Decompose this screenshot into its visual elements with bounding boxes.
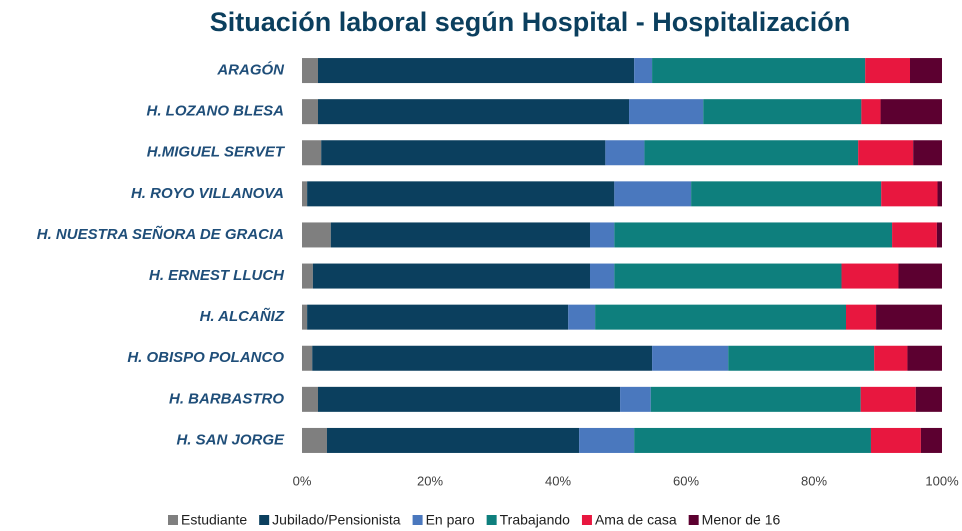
bar-segment bbox=[881, 181, 938, 207]
category-label: H. OBISPO POLANCO bbox=[127, 349, 284, 366]
bar-segment bbox=[920, 427, 942, 453]
bar-segment bbox=[703, 99, 862, 125]
bar-segment bbox=[652, 58, 866, 84]
bar-segment bbox=[898, 263, 942, 289]
legend-label: Trabajando bbox=[500, 512, 571, 528]
legend-swatch bbox=[688, 515, 699, 525]
category-label: H. BARBASTRO bbox=[169, 390, 284, 407]
bar-segment bbox=[302, 99, 318, 125]
bar-segment bbox=[614, 263, 842, 289]
bar-segment bbox=[870, 427, 921, 453]
category-label: H. ERNEST LLUCH bbox=[149, 267, 285, 284]
x-tick-label: 40% bbox=[545, 473, 571, 488]
chart-title: Situación laboral según Hospital - Hospi… bbox=[210, 7, 851, 37]
bar-segment bbox=[302, 140, 322, 166]
bar-segment bbox=[629, 99, 704, 125]
bar-segment bbox=[937, 181, 942, 207]
bar-segment bbox=[302, 263, 313, 289]
bar-segment bbox=[913, 140, 942, 166]
bar-segment bbox=[880, 99, 942, 125]
category-label: H.MIGUEL SERVET bbox=[147, 144, 286, 161]
x-tick-label: 100% bbox=[925, 473, 959, 488]
x-tick-label: 0% bbox=[293, 473, 312, 488]
x-tick-label: 80% bbox=[801, 473, 827, 488]
bar-segment bbox=[936, 222, 942, 248]
bar-segment bbox=[590, 222, 615, 248]
bar-segment bbox=[330, 222, 590, 248]
bar-segment bbox=[302, 345, 313, 371]
bar-segment bbox=[312, 263, 590, 289]
bar-segment bbox=[302, 386, 318, 412]
bar-segment bbox=[644, 140, 859, 166]
bar-segment bbox=[860, 386, 916, 412]
bar-segment bbox=[590, 263, 615, 289]
bar-segment bbox=[858, 140, 914, 166]
category-label: H. SAN JORGE bbox=[176, 431, 285, 448]
bar-segment bbox=[307, 181, 615, 207]
legend-label: Estudiante bbox=[181, 512, 247, 528]
bar-segment bbox=[865, 58, 910, 84]
bar-segment bbox=[728, 345, 875, 371]
legend-swatch bbox=[486, 515, 497, 525]
bar-segment bbox=[892, 222, 937, 248]
category-label: H. ROYO VILLANOVA bbox=[131, 185, 284, 202]
bar-segment bbox=[302, 304, 308, 330]
bar-segment bbox=[861, 99, 881, 125]
legend-swatch bbox=[168, 515, 178, 525]
bar-segment bbox=[302, 181, 308, 207]
bar-segment bbox=[318, 99, 630, 125]
bar-segment bbox=[614, 222, 893, 248]
bar-segment bbox=[691, 181, 882, 207]
legend-label: En paro bbox=[426, 512, 475, 528]
bar-segment bbox=[915, 386, 942, 412]
bar-segment bbox=[568, 304, 596, 330]
bar-segment bbox=[579, 427, 635, 453]
category-label: ARAGÓN bbox=[216, 61, 285, 79]
bar-segment bbox=[614, 181, 692, 207]
bar-segment bbox=[321, 140, 606, 166]
bar-segment bbox=[634, 58, 653, 84]
bar-segment bbox=[650, 386, 861, 412]
bar-segment bbox=[318, 58, 635, 84]
bar-segment bbox=[318, 386, 621, 412]
legend-label: Ama de casa bbox=[595, 512, 677, 528]
bar-segment bbox=[312, 345, 653, 371]
x-tick-label: 60% bbox=[673, 473, 699, 488]
bar-segment bbox=[595, 304, 846, 330]
legend-swatch bbox=[259, 515, 270, 525]
bar-segment bbox=[876, 304, 942, 330]
bar-segment bbox=[874, 345, 908, 371]
category-label: H. LOZANO BLESA bbox=[147, 103, 285, 120]
bar-segment bbox=[652, 345, 729, 371]
bar-segment bbox=[302, 222, 331, 248]
legend-swatch bbox=[581, 515, 592, 525]
legend-label: Jubilado/Pensionista bbox=[272, 512, 401, 528]
bar-segment bbox=[605, 140, 645, 166]
bar-segment bbox=[841, 263, 899, 289]
bar-segment bbox=[907, 345, 942, 371]
x-tick-label: 20% bbox=[417, 473, 443, 488]
legend-label: Menor de 16 bbox=[702, 512, 781, 528]
bar-segment bbox=[307, 304, 569, 330]
bar-segment bbox=[302, 58, 318, 84]
bar-segment bbox=[302, 427, 327, 453]
category-label: H. NUESTRA SEÑORA DE GRACIA bbox=[37, 225, 284, 243]
bar-segment bbox=[846, 304, 877, 330]
bar-segment bbox=[634, 427, 871, 453]
bar-segment bbox=[620, 386, 651, 412]
bar-segment bbox=[326, 427, 580, 453]
legend-swatch bbox=[412, 515, 423, 525]
bar-segment bbox=[910, 58, 942, 84]
category-label: H. ALCAÑIZ bbox=[200, 307, 285, 325]
